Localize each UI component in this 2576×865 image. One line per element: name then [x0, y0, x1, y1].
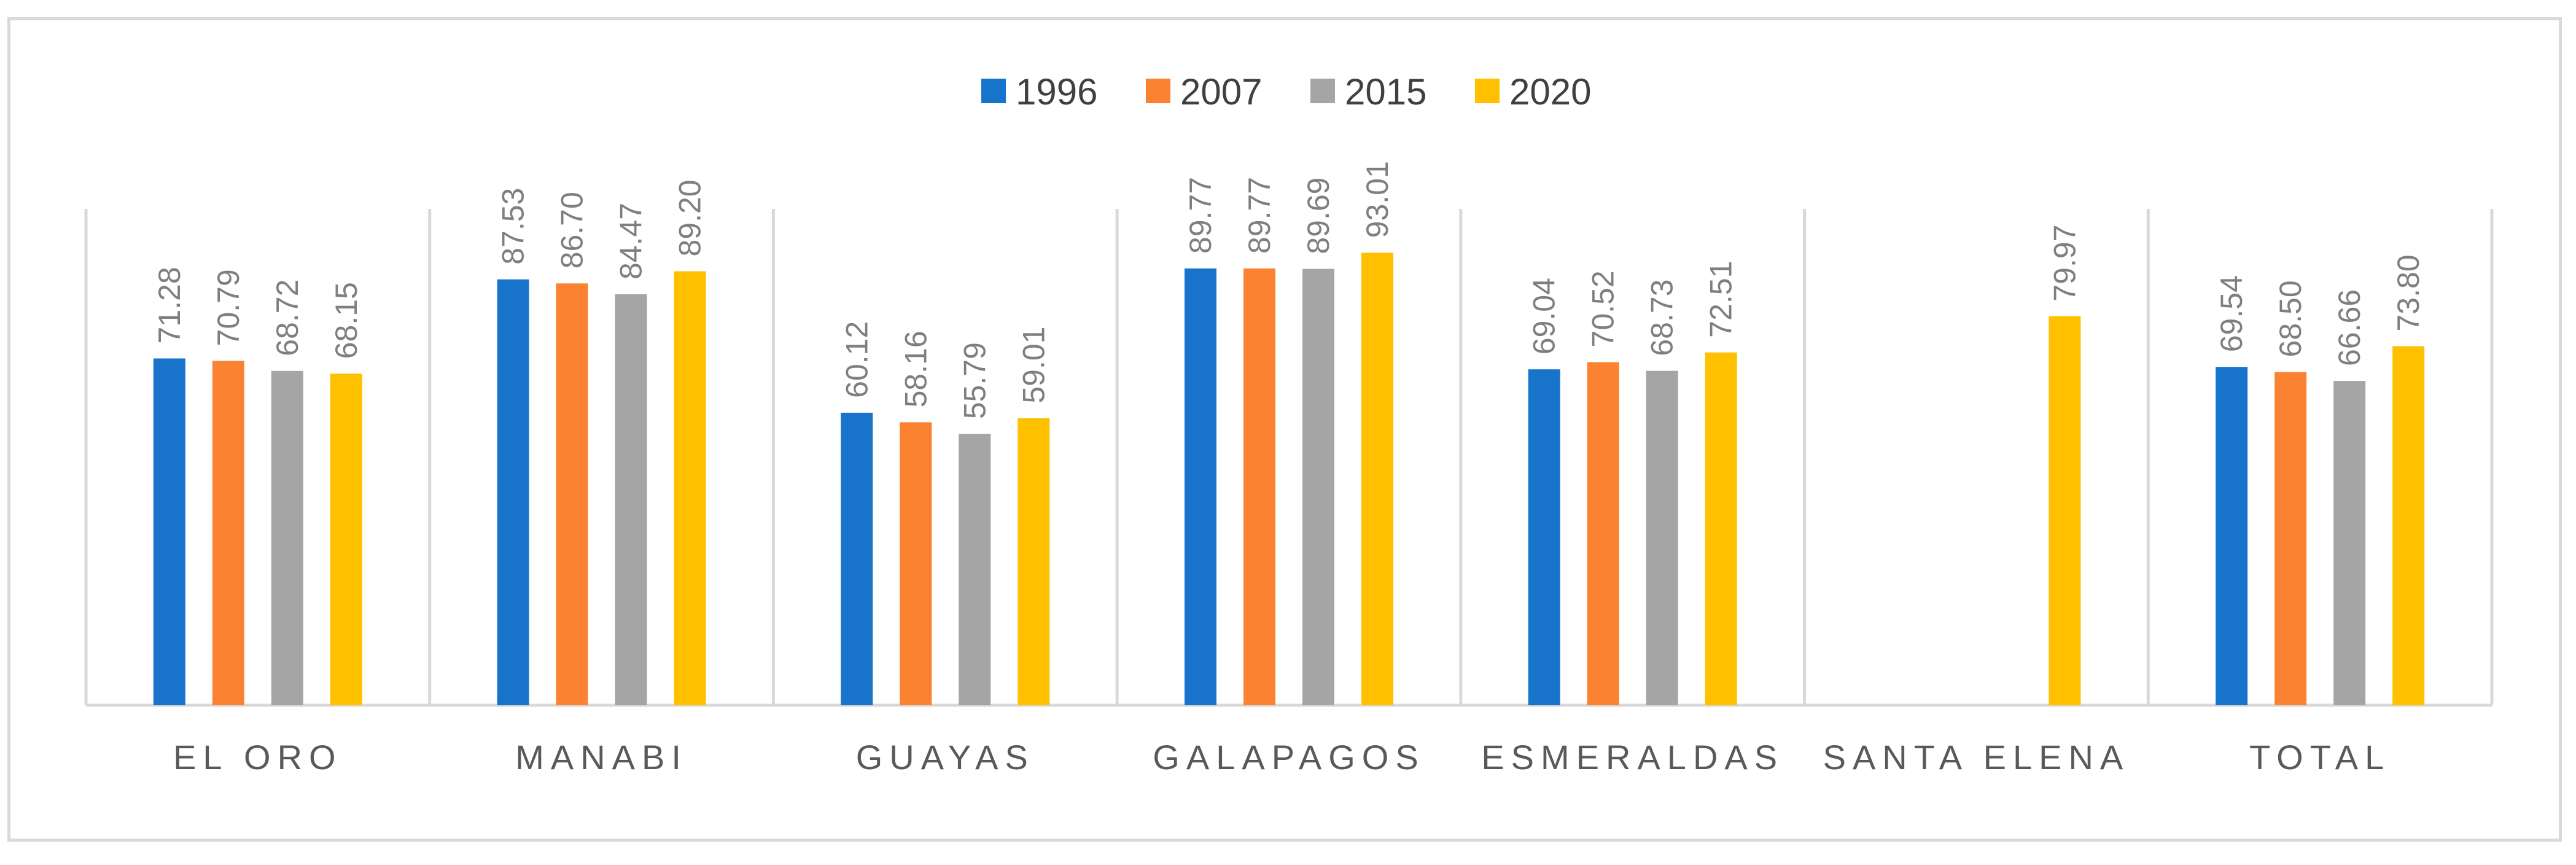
bar-total-2007 — [2274, 372, 2307, 705]
data-label-galapagos-2020: 93.01 — [1360, 161, 1395, 238]
bar-manabi-2020 — [674, 271, 706, 705]
bar-guayas-2020 — [1018, 418, 1050, 705]
category-label-galapagos: GALAPAGOS — [1153, 738, 1425, 777]
bar-guayas-2007 — [900, 422, 932, 705]
bar-guayas-1996 — [841, 412, 873, 705]
bar-el-oro-2007 — [212, 361, 244, 705]
category-label-guayas: GUAYAS — [856, 738, 1035, 777]
bar-galapagos-2015 — [1302, 268, 1334, 705]
bar-manabi-2015 — [615, 294, 647, 706]
data-label-total-2015: 66.66 — [2332, 289, 2367, 366]
bar-el-oro-2020 — [330, 374, 362, 705]
data-label-galapagos-1996: 89.77 — [1183, 177, 1218, 254]
bar-galapagos-2020 — [1361, 252, 1393, 705]
data-label-santa-elena-2020: 79.97 — [2047, 225, 2082, 302]
legend-swatch-1996 — [981, 79, 1006, 103]
legend-swatch-2020 — [1475, 79, 1500, 103]
data-label-galapagos-2015: 89.69 — [1301, 178, 1336, 254]
bar-manabi-1996 — [497, 279, 529, 705]
bar-esmeraldas-2015 — [1646, 370, 1678, 705]
data-label-total-2007: 68.50 — [2273, 280, 2308, 357]
data-label-esmeraldas-1996: 69.04 — [1527, 278, 1562, 354]
data-label-manabi-1996: 87.53 — [496, 188, 531, 265]
category-label-total: TOTAL — [2249, 738, 2391, 777]
bar-el-oro-1996 — [153, 358, 185, 705]
bar-galapagos-2007 — [1243, 268, 1275, 705]
category-label-esmeraldas: ESMERALDAS — [1481, 738, 1784, 777]
bar-santa-elena-2020 — [2049, 316, 2081, 705]
bar-total-2015 — [2333, 381, 2366, 705]
bar-galapagos-1996 — [1185, 268, 1216, 705]
data-label-guayas-2007: 58.16 — [898, 331, 933, 407]
legend-label-1996: 1996 — [1016, 71, 1097, 112]
data-label-el-oro-2007: 70.79 — [211, 269, 246, 346]
data-label-manabi-2007: 86.70 — [555, 192, 590, 268]
bar-esmeraldas-2007 — [1587, 362, 1619, 705]
legend-label-2020: 2020 — [1509, 71, 1591, 112]
data-label-esmeraldas-2007: 70.52 — [1586, 270, 1621, 347]
data-label-esmeraldas-2015: 68.73 — [1645, 280, 1679, 356]
legend-label-2015: 2015 — [1345, 71, 1426, 112]
data-label-guayas-1996: 60.12 — [839, 321, 874, 398]
legend-swatch-2015 — [1310, 79, 1335, 103]
data-label-manabi-2020: 89.20 — [673, 179, 707, 256]
bar-esmeraldas-2020 — [1705, 352, 1737, 705]
legend-swatch-2007 — [1146, 79, 1170, 103]
data-label-esmeraldas-2020: 72.51 — [1704, 261, 1738, 338]
bar-guayas-2015 — [959, 434, 991, 705]
data-label-el-oro-2015: 68.72 — [270, 280, 305, 356]
bar-el-oro-2015 — [271, 370, 303, 705]
bar-esmeraldas-1996 — [1528, 369, 1560, 705]
bar-total-1996 — [2216, 367, 2248, 705]
bar-total-2020 — [2392, 346, 2425, 705]
data-label-el-oro-2020: 68.15 — [329, 282, 364, 359]
data-label-guayas-2020: 59.01 — [1016, 327, 1051, 404]
bar-manabi-2007 — [556, 283, 588, 705]
data-label-galapagos-2007: 89.77 — [1242, 177, 1277, 254]
legend-label-2007: 2007 — [1180, 71, 1262, 112]
data-label-el-oro-1996: 71.28 — [152, 267, 187, 343]
category-label-manabi: MANABI — [515, 738, 688, 777]
data-label-guayas-2015: 55.79 — [957, 342, 992, 419]
data-label-total-1996: 69.54 — [2214, 275, 2249, 352]
data-label-manabi-2015: 84.47 — [614, 203, 648, 280]
data-label-total-2020: 73.80 — [2391, 254, 2426, 331]
category-label-el-oro: EL ORO — [173, 738, 343, 777]
category-label-santa-elena: SANTA ELENA — [1823, 738, 2130, 777]
